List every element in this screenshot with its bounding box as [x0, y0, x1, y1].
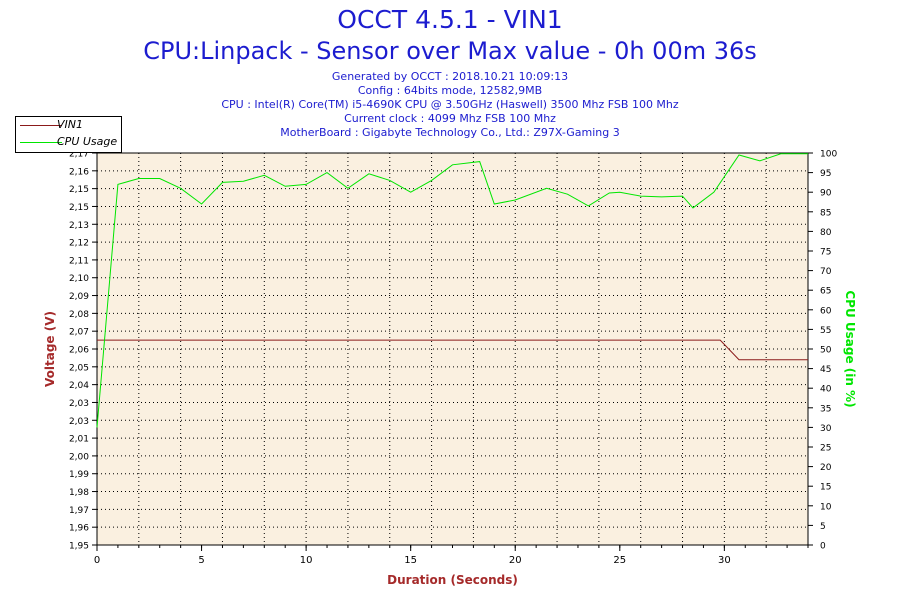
- info-generated: Generated by OCCT : 2018.10.21 10:09:13: [331, 70, 569, 83]
- x-tick-label: 0: [94, 555, 100, 566]
- y-tick-label-right: 15: [820, 483, 831, 493]
- x-tick-label: 25: [613, 555, 626, 566]
- legend-swatch-vin1: [20, 125, 62, 126]
- y-tick-label-left: 2,09: [69, 292, 89, 302]
- y-tick-label-left: 2,08: [69, 310, 89, 320]
- info-cpu: CPU : Intel(R) Core(TM) i5-4690K CPU @ 3…: [221, 98, 679, 111]
- legend: VIN1 CPU Usage: [15, 116, 122, 153]
- y-tick-label-right: 40: [820, 385, 832, 395]
- y-tick-label-right: 45: [820, 365, 831, 375]
- series-line-cpu-usage: [96, 153, 808, 428]
- y-tick-label-right: 75: [820, 248, 831, 258]
- y-tick-label-right: 10: [820, 502, 832, 512]
- y-tick-label-right: 55: [820, 326, 831, 336]
- y-tick-label-right: 35: [820, 404, 831, 414]
- y-tick-label-left: 2,04: [69, 381, 89, 391]
- y-tick-label-right: 85: [820, 208, 831, 218]
- x-tick-label: 15: [404, 555, 417, 566]
- y-tick-label-right: 95: [820, 169, 831, 179]
- info-motherboard: MotherBoard : Gigabyte Technology Co., L…: [280, 126, 620, 139]
- x-axis-label: Duration (Seconds): [387, 573, 518, 587]
- x-tick-label: 10: [300, 555, 313, 566]
- info-block: Generated by OCCT : 2018.10.21 10:09:13 …: [0, 70, 900, 140]
- x-tick-label: 5: [198, 555, 204, 566]
- chart-subtitle: CPU:Linpack - Sensor over Max value - 0h…: [143, 37, 757, 65]
- legend-item-cpu-usage: CPU Usage: [16, 134, 121, 151]
- y-tick-label-left: 2,16: [69, 167, 89, 177]
- y-tick-label-right: 30: [820, 424, 832, 434]
- y-tick-label-left: 2,00: [69, 452, 89, 462]
- y-tick-label-left: 2,07: [69, 328, 89, 338]
- y-tick-label-right: 20: [820, 463, 832, 473]
- y-tick-label-left: 1,95: [69, 542, 89, 552]
- legend-swatch-cpu-usage: [20, 142, 62, 143]
- y-tick-label-right: 25: [820, 444, 831, 454]
- y-tick-label-right: 60: [820, 306, 832, 316]
- y-tick-label-left: 2,12: [69, 239, 89, 249]
- legend-label-vin1: VIN1: [57, 118, 83, 131]
- y-tick-label-right: 70: [820, 267, 832, 277]
- y-tick-label-right: 50: [820, 346, 832, 356]
- y-tick-label-right: 100: [820, 150, 837, 160]
- y-tick-label-left: 1,98: [69, 488, 89, 498]
- y-tick-label-left: 2,03: [69, 417, 89, 427]
- y-tick-label-right: 90: [820, 189, 832, 199]
- y-tick-label-left: 1,99: [69, 470, 89, 480]
- y-axis-label-left: Voltage (V): [43, 311, 57, 387]
- y-tick-label-left: 2,05: [69, 363, 89, 373]
- y-tick-label-left: 2,15: [69, 203, 89, 213]
- y-tick-label-left: 1,96: [69, 524, 89, 534]
- y-tick-label-left: 2,13: [69, 221, 89, 231]
- y-tick-label-left: 2,01: [69, 435, 89, 445]
- y-tick-label-left: 2,06: [69, 346, 89, 356]
- plot-frame: [96, 152, 809, 546]
- y-tick-label-right: 65: [820, 287, 831, 297]
- chart-title: OCCT 4.5.1 - VIN1: [337, 5, 563, 34]
- y-tick-label-left: 2,15: [69, 185, 89, 195]
- y-tick-label-left: 2,03: [69, 399, 89, 409]
- y-axis-label-right: CPU Usage (in %): [843, 290, 857, 407]
- x-tick-label: 20: [509, 555, 522, 566]
- legend-item-vin1: VIN1: [16, 117, 121, 134]
- y-tick-label-right: 80: [820, 228, 832, 238]
- y-tick-label-left: 2,11: [69, 256, 89, 266]
- y-tick-label-right: 0: [820, 542, 826, 552]
- info-clock: Current clock : 4099 Mhz FSB 100 Mhz: [344, 112, 556, 125]
- x-tick-label: 30: [718, 555, 731, 566]
- y-tick-label-left: 2,10: [69, 274, 89, 284]
- series-line-vin1: [97, 339, 808, 361]
- legend-label-cpu-usage: CPU Usage: [57, 135, 118, 148]
- y-tick-label-left: 2,17: [69, 150, 89, 160]
- y-tick-label-right: 5: [820, 522, 826, 532]
- info-config: Config : 64bits mode, 12582,9MB: [357, 84, 543, 97]
- y-tick-label-left: 1,97: [69, 506, 89, 516]
